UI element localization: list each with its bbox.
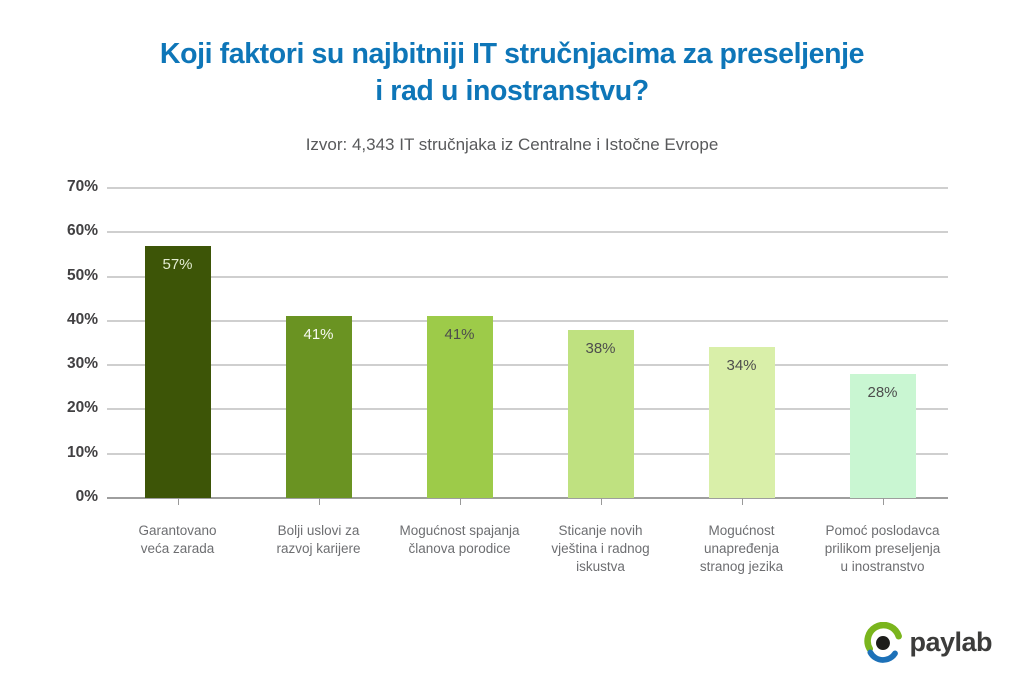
xtick-2 [318, 498, 320, 505]
bar-3: 41% [426, 316, 493, 498]
bar-2: 41% [285, 316, 352, 498]
category-label-5: Mogućnost unapređenja stranog jezika [699, 523, 784, 574]
chart-title-line2: i rad u inostranstvu? [375, 75, 649, 107]
bar-value-label-4: 38% [585, 339, 616, 357]
bar-value-label-1: 57% [162, 255, 193, 273]
gridline-70 [107, 187, 948, 189]
paylab-logo: paylab [863, 622, 992, 663]
gridline-60 [107, 231, 948, 234]
bar-value-label-5: 34% [726, 357, 757, 375]
chart-title: Koji faktori su najbitniji IT stručnjaci… [0, 36, 1024, 110]
gridline-20 [107, 408, 948, 411]
xtick-5 [741, 498, 743, 505]
paylab-eye-icon [864, 622, 904, 663]
category-label-2: Bolji uslovi za razvoj karijere [276, 523, 361, 556]
plot-area: 57% 41% 41% 38% 34% 28% [107, 187, 953, 505]
ytick-label-30: 30% [66, 355, 98, 373]
chart-subtitle: Izvor: 4,343 IT stručnjaka iz Centralne … [305, 135, 719, 154]
ytick-label-50: 50% [66, 266, 98, 284]
ytick-label-70: 70% [66, 178, 98, 195]
bar-4: 38% [567, 329, 634, 498]
xtick-3 [459, 498, 461, 505]
bar-6: 28% [849, 374, 916, 498]
gridline-50 [107, 275, 948, 278]
category-label-6: Pomoć poslodavca prilikom preseljenja u … [824, 523, 941, 574]
gridline-30 [107, 364, 948, 367]
bar-1: 57% [144, 245, 211, 498]
x-axis-category-labels: Garantovano veća zarada Bolji uslovi za r… [107, 522, 953, 576]
chart-title-line1: Koji faktori su najbitniji IT stručnjaci… [159, 38, 865, 70]
category-label-3: Mogućnost spajanja članova porodice [399, 523, 520, 556]
gridline-0 [107, 497, 948, 499]
bar-value-label-6: 28% [867, 384, 898, 401]
ytick-label-40: 40% [66, 310, 98, 328]
paylab-logo-text: paylab [909, 627, 992, 657]
bar-value-label-2: 41% [303, 326, 334, 344]
gridline-40 [107, 319, 948, 322]
ytick-label-0: 0% [75, 488, 98, 505]
category-label-4: Sticanje novih vještina i radnog iskustv… [551, 523, 650, 574]
gridline-10 [107, 452, 948, 455]
xtick-1 [177, 498, 179, 505]
ytick-label-60: 60% [66, 222, 98, 240]
bar-5: 34% [708, 347, 775, 498]
y-axis-tick-labels: 0% 10% 20% 30% 40% 50% 60% 70% [26, 178, 98, 505]
bar-value-label-3: 41% [444, 326, 475, 344]
ytick-label-20: 20% [66, 399, 98, 417]
xtick-4 [600, 498, 602, 505]
xtick-6 [882, 498, 884, 505]
category-label-1: Garantovano veća zarada [138, 523, 217, 556]
ytick-label-10: 10% [66, 443, 98, 461]
